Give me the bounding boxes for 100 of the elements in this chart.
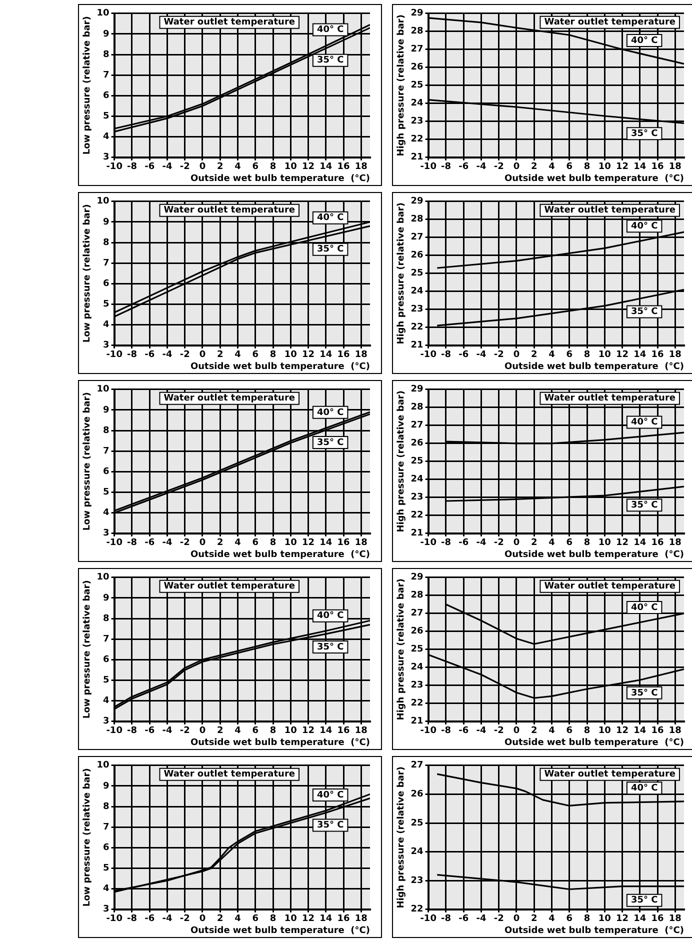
y-tick-label: 8 <box>103 614 110 624</box>
x-axis-title: Outside wet bulb temperature (°C) <box>190 362 370 372</box>
y-tick-label: 4 <box>103 884 110 894</box>
x-tick-label: 0 <box>199 726 206 736</box>
x-tick-label: 2 <box>530 726 538 736</box>
y-tick-label: 7 <box>103 446 110 456</box>
x-tick-label: 16 <box>337 538 350 548</box>
y-axis-title: Low pressure (relative bar) <box>82 580 93 719</box>
x-tick-label: -2 <box>180 538 190 548</box>
y-tick-label: 9 <box>103 405 110 416</box>
x-tick-label: 0 <box>199 162 206 172</box>
x-tick-label: 14 <box>320 538 332 548</box>
x-tick-label: 12 <box>616 538 629 548</box>
y-axis-title: High pressure (relative bar) <box>396 14 407 156</box>
y-tick-label: 4 <box>103 508 110 518</box>
x-tick-label: -10 <box>106 162 122 172</box>
x-tick-label: -6 <box>458 162 469 172</box>
x-tick-label: -6 <box>458 914 469 924</box>
x-tick-label: 0 <box>199 350 206 360</box>
series-label: 35° C <box>630 688 658 698</box>
x-tick-label: -2 <box>494 538 504 548</box>
y-tick-label: 6 <box>103 467 110 478</box>
x-tick-label: 8 <box>584 726 590 736</box>
x-tick-label: 8 <box>270 162 276 172</box>
x-tick-label: -8 <box>126 726 137 736</box>
x-tick-label: 12 <box>616 914 629 924</box>
y-tick-label: 22 <box>410 904 424 915</box>
x-tick-label: 2 <box>216 538 224 548</box>
y-tick-label: 23 <box>410 876 424 886</box>
x-tick-label: -4 <box>162 726 172 736</box>
y-tick-label: 5 <box>103 300 110 310</box>
y-axis-title: Low pressure (relative bar) <box>82 16 93 155</box>
y-tick-label: 21 <box>410 152 424 163</box>
y-tick-label: 10 <box>96 196 110 207</box>
y-tick-label: 4 <box>103 132 110 142</box>
y-tick-label: 24 <box>410 98 424 109</box>
y-tick-label: 22 <box>410 134 424 145</box>
y-tick-label: 25 <box>410 456 424 467</box>
x-tick-label: 12 <box>302 162 315 172</box>
x-tick-label: -8 <box>440 726 451 736</box>
y-tick-label: 10 <box>96 572 110 583</box>
x-tick-label: 12 <box>302 538 315 548</box>
legend-title: Water outlet temperature <box>164 770 296 780</box>
y-tick-label: 24 <box>410 286 424 297</box>
x-tick-label: -2 <box>494 162 504 172</box>
y-tick-label: 3 <box>103 340 110 351</box>
x-tick-label: -4 <box>162 162 172 172</box>
x-tick-label: 8 <box>270 726 276 736</box>
x-tick-label: 4 <box>548 162 555 172</box>
x-tick-label: 16 <box>651 914 664 924</box>
x-tick-label: 2 <box>216 162 224 172</box>
x-tick-label: 8 <box>584 162 590 172</box>
x-tick-label: 4 <box>234 538 241 548</box>
x-tick-label: 6 <box>566 726 573 736</box>
x-tick-label: -10 <box>106 538 122 548</box>
y-axis-title: Low pressure (relative bar) <box>82 768 93 907</box>
x-tick-label: 18 <box>354 350 368 360</box>
x-tick-label: 10 <box>284 914 297 924</box>
y-tick-label: 26 <box>410 438 424 449</box>
x-tick-label: 18 <box>668 914 682 924</box>
series-label: 35° C <box>630 500 658 510</box>
x-tick-label: 6 <box>566 162 573 172</box>
x-tick-label: -2 <box>180 350 190 360</box>
x-tick-label: 6 <box>566 538 573 548</box>
series-label: 40° C <box>630 602 658 613</box>
x-tick-label: 12 <box>616 726 629 736</box>
y-tick-label: 3 <box>103 904 110 915</box>
y-tick-label: 27 <box>410 232 424 243</box>
x-tick-label: 10 <box>598 538 611 548</box>
x-tick-label: -10 <box>106 726 122 736</box>
x-axis-title: Outside wet bulb temperature (°C) <box>190 926 370 936</box>
y-tick-label: 9 <box>103 217 110 228</box>
x-tick-label: 18 <box>354 162 368 172</box>
y-tick-label: 7 <box>103 822 110 832</box>
x-tick-label: 4 <box>548 726 555 736</box>
y-tick-label: 29 <box>410 196 424 207</box>
y-tick-label: 22 <box>410 698 424 709</box>
y-tick-label: 26 <box>410 790 424 800</box>
y-tick-label: 8 <box>103 238 110 248</box>
series-label: 40° C <box>316 25 344 36</box>
series-label: 40° C <box>316 213 344 224</box>
legend-title: Water outlet temperature <box>164 206 296 216</box>
y-tick-label: 5 <box>103 112 110 122</box>
y-tick-label: 9 <box>103 29 110 40</box>
y-tick-label: 21 <box>410 340 424 351</box>
x-tick-label: 8 <box>270 538 276 548</box>
x-axis-title: Outside wet bulb temperature (°C) <box>190 550 370 560</box>
y-tick-label: 27 <box>410 420 424 431</box>
y-tick-label: 25 <box>410 644 424 655</box>
y-tick-label: 8 <box>103 802 110 812</box>
x-tick-label: -8 <box>440 162 451 172</box>
x-tick-label: -10 <box>420 726 436 736</box>
x-tick-label: -10 <box>420 538 436 548</box>
y-tick-label: 25 <box>410 818 424 828</box>
y-tick-label: 23 <box>410 304 424 315</box>
y-tick-label: 22 <box>410 322 424 333</box>
x-tick-label: -8 <box>126 350 137 360</box>
y-tick-label: 24 <box>410 847 424 858</box>
x-tick-label: 6 <box>566 350 573 360</box>
y-axis-title: High pressure (relative bar) <box>396 390 407 532</box>
